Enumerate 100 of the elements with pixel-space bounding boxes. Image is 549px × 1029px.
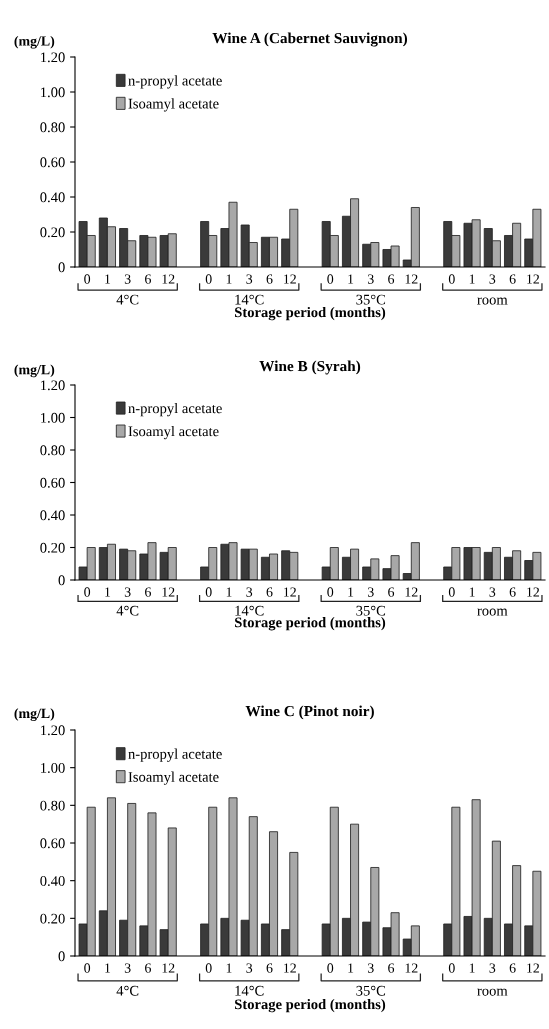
x-tick-label: 3 [124,587,131,597]
x-tick-label: 12 [162,963,175,973]
text: 35°C [356,294,386,305]
y-tick-label: 0.40 [40,876,65,886]
x-tick-label: 6 [388,274,395,284]
x-tick-label: 12 [405,963,418,973]
x-tick-label: 0 [205,963,212,973]
y-tick-label: 0 [58,951,65,962]
x-tick-label: 0 [448,587,455,597]
y-tick-label: 0.80 [40,122,65,133]
legend-label: Isoamyl acetate [128,98,219,112]
y-tick-label: 0.20 [40,542,65,553]
y-tick-label: 0.20 [40,227,65,238]
x-tick-label: 6 [509,963,516,973]
x-tick-label: 1 [226,587,232,597]
x-tick-label: 1 [469,587,475,597]
x-tick-label: 12 [284,587,296,597]
legend-label: Isoamyl acetate [128,425,219,440]
x-tick-label: 6 [266,963,273,973]
x-tick-label: 1 [226,274,232,284]
x-tick-label: 3 [367,963,374,973]
x-tick-label: 1 [469,963,475,973]
y-tick-label: 1.20 [41,52,65,63]
y-tick-label: 1.00 [41,412,65,423]
x-tick-label: 12 [527,587,540,597]
x-tick-label: 12 [405,274,418,284]
x-tick-label: 12 [527,963,540,973]
x-axis-title: Storage period (months) [235,998,386,1013]
x-tick-label: 1 [105,963,111,973]
y-tick-label: 1.20 [41,380,65,391]
y-tick-label: 0.40 [40,510,65,521]
text: 4°C [116,294,139,305]
x-tick-label: 3 [246,274,253,284]
x-tick-label: 3 [489,274,496,284]
x-tick-label: 3 [124,963,131,973]
x-tick-label: 12 [527,274,540,284]
x-tick-label: 3 [124,274,131,284]
y-tick-label: 0.60 [40,838,65,849]
x-tick-label: 0 [327,274,334,284]
x-tick-label: 12 [284,963,296,973]
y-axis-title: (mg/L) [14,708,55,721]
text: 14°C [235,294,264,305]
text: 35°C [356,605,386,616]
x-tick-label: 12 [162,587,175,597]
x-tick-label: 3 [246,963,253,973]
chart-title: Wine C (Pinot noir) [245,705,374,720]
x-tick-label: 6 [509,274,516,284]
y-tick-label: 0.60 [40,477,65,488]
x-tick-label: 3 [246,587,253,597]
x-tick-label: 0 [205,274,212,284]
chart-title: Wine A (Cabernet Sauvignon) [212,32,408,47]
x-tick-label: 6 [388,587,395,597]
x-tick-label: 3 [489,587,496,597]
text: 14°C [235,985,264,996]
y-tick-label: 0.20 [40,913,65,924]
x-tick-label: 6 [388,963,395,973]
x-tick-label: 3 [489,963,496,973]
x-tick-label: 0 [84,587,91,597]
x-tick-label: 1 [105,587,111,597]
x-tick-label: 1 [105,274,111,284]
text: room [477,988,508,996]
x-tick-label: 6 [145,587,151,597]
text: 14°C [235,605,264,616]
x-tick-label: 1 [348,274,354,284]
x-tick-label: 0 [205,587,212,597]
text: room [477,297,508,305]
y-tick-label: 0.40 [40,192,65,203]
x-tick-label: 12 [162,274,175,284]
x-tick-label: 0 [84,963,91,973]
text: 4°C [116,985,139,996]
x-axis-title: Storage period (months) [235,306,386,321]
y-tick-label: 0 [58,262,65,273]
y-axis-title: (mg/L) [14,364,55,378]
x-tick-label: 1 [348,587,354,597]
legend-label: Isoamyl acetate [128,771,219,785]
x-tick-label: 0 [327,587,334,597]
x-tick-label: 6 [509,587,516,597]
y-tick-label: 0 [58,575,65,586]
x-tick-label: 1 [226,963,232,973]
x-tick-label: 0 [327,963,334,973]
x-tick-label: 6 [266,274,273,284]
legend-label: n-propyl acetate [128,748,222,762]
y-tick-label: 0.60 [40,157,65,168]
legend-label: n-propyl acetate [128,75,222,89]
x-axis-title: Storage period (months) [235,617,386,631]
text: room [477,608,508,616]
x-tick-label: 6 [266,587,273,597]
legend-label: n-propyl acetate [128,402,222,417]
x-tick-label: 6 [145,963,151,973]
text: 4°C [116,605,139,616]
y-tick-label: 0.80 [40,445,65,456]
x-tick-label: 12 [405,587,418,597]
y-tick-label: 1.00 [41,87,65,98]
x-tick-label: 1 [348,963,354,973]
chart-title: Wine B (Syrah) [259,360,361,375]
y-tick-label: 0.80 [40,800,65,811]
x-tick-label: 0 [448,963,455,973]
x-tick-label: 3 [367,587,374,597]
x-tick-label: 0 [84,274,91,284]
y-tick-label: 1.00 [41,763,65,773]
